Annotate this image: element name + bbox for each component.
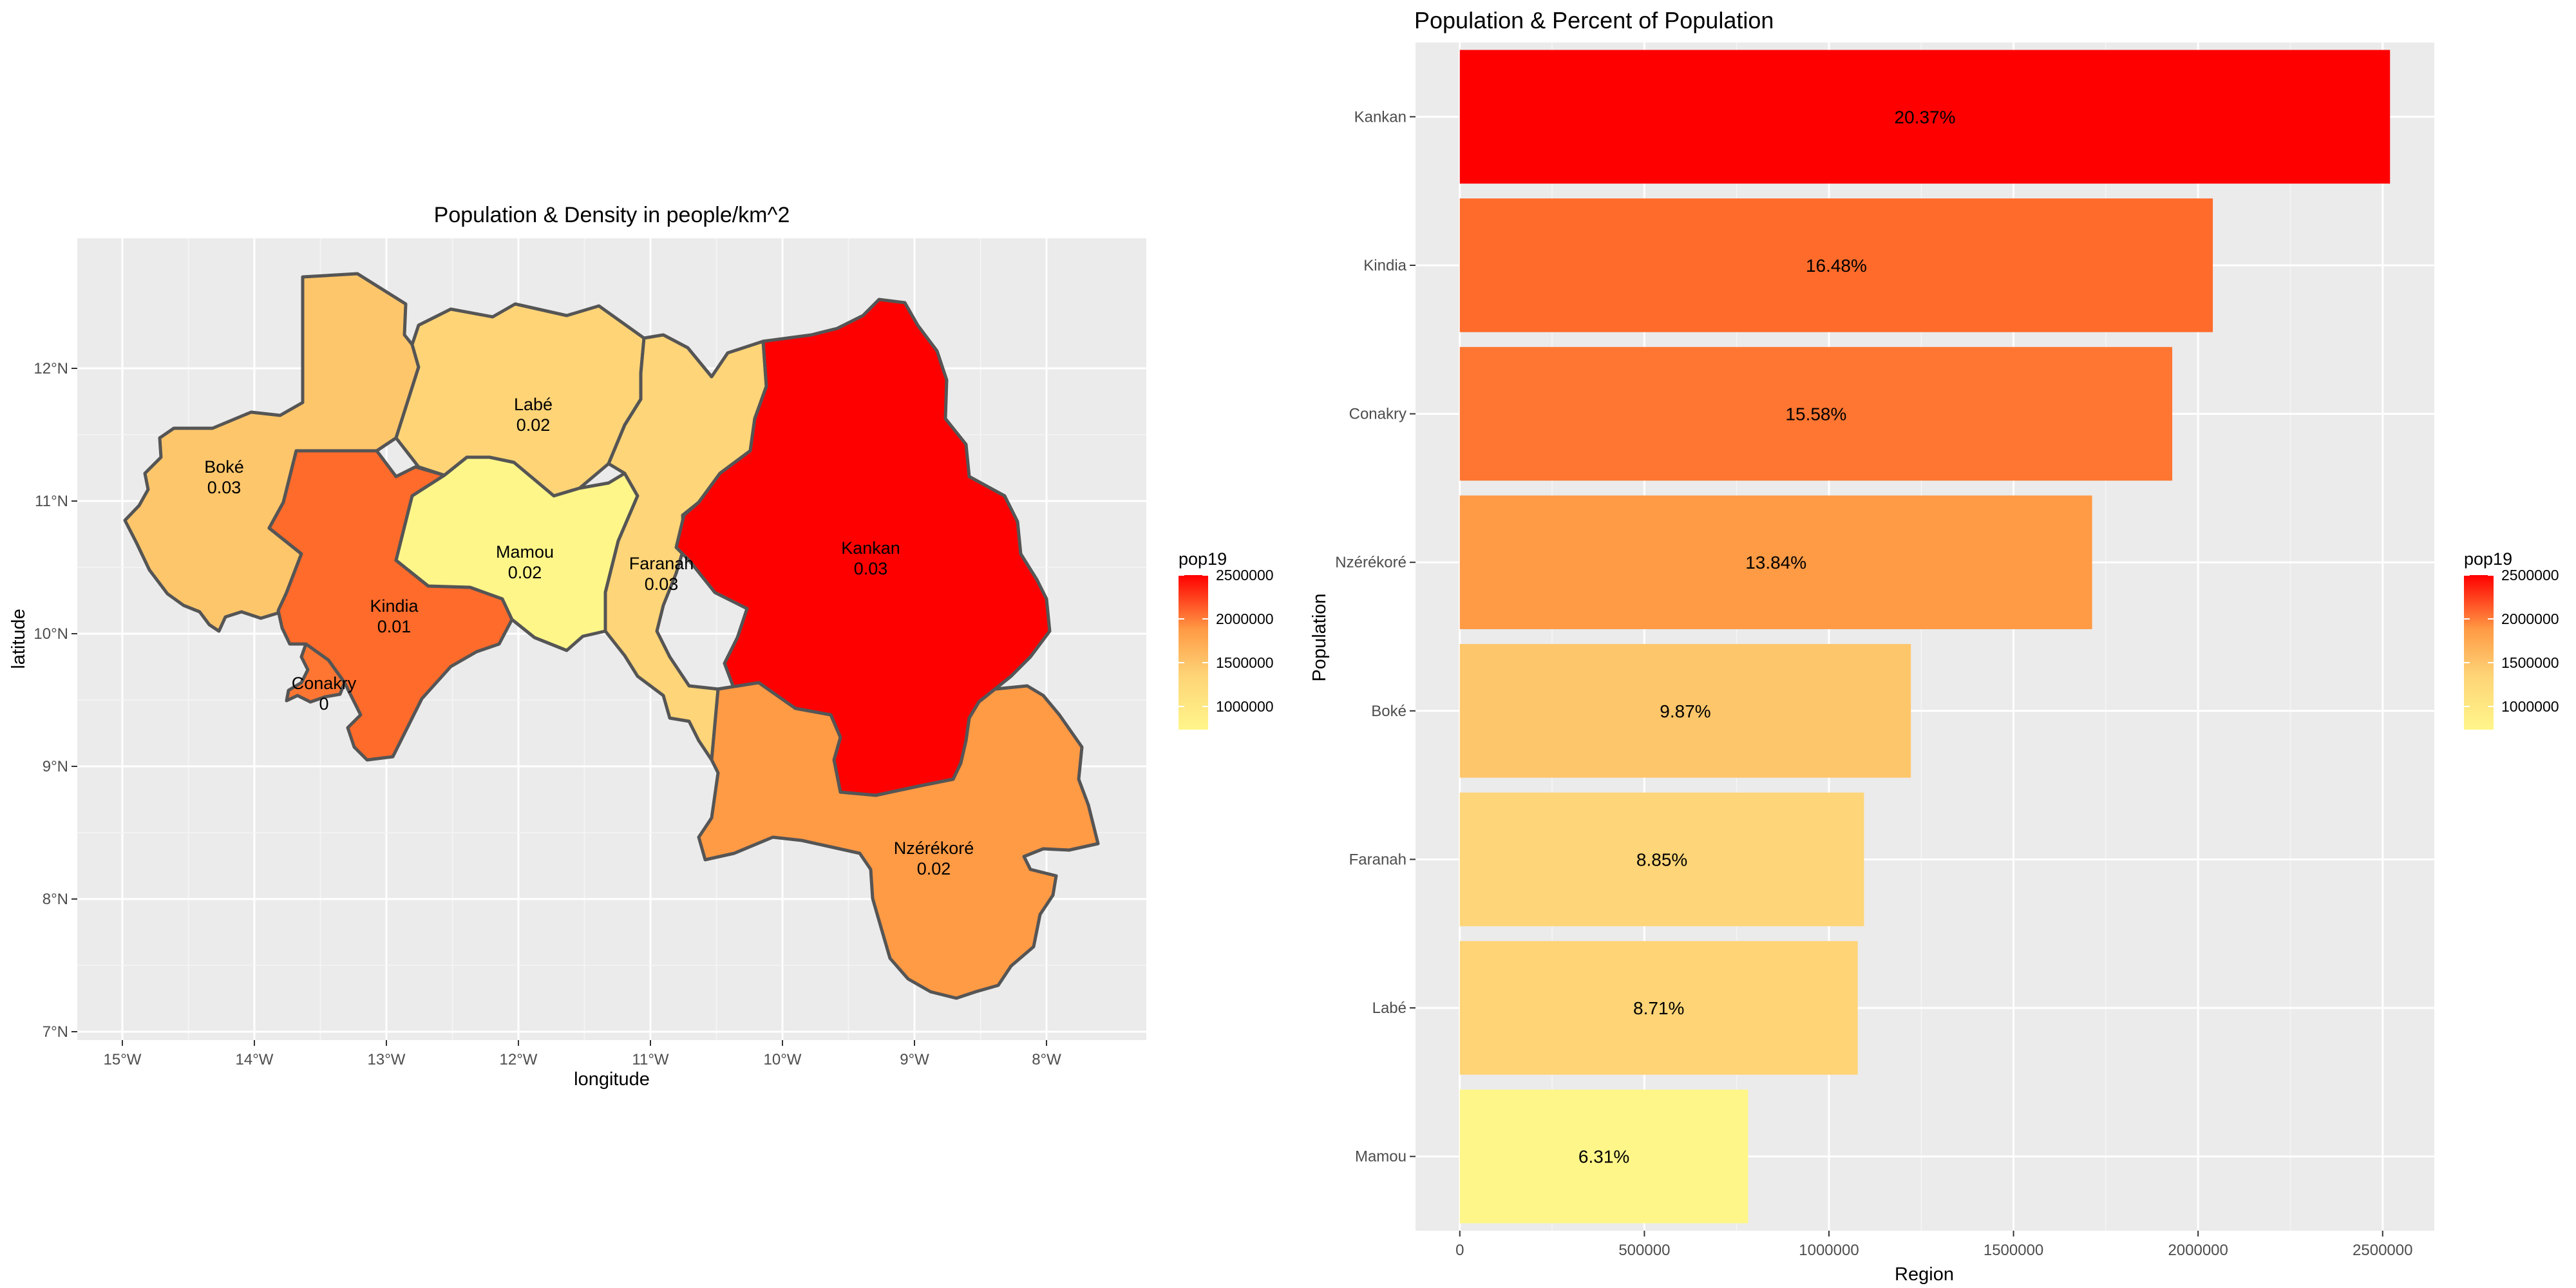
region-label-mamou: Mamou 0.02 [496, 542, 554, 582]
bar-series [1459, 50, 2391, 1224]
map-y-axis: 7°N 8°N 9°N 10°N 11°N 12°N [33, 360, 77, 1041]
bar-x-tick-label: 2500000 [2353, 1242, 2412, 1259]
map-x-tick-label: 10°W [764, 1051, 802, 1068]
bar-label-nzerekore: 13.84% [1745, 553, 1806, 573]
map-x-label: longitude [574, 1069, 650, 1090]
bar-y-label: Population [1309, 593, 1330, 681]
region-conakry [285, 642, 346, 704]
bar-category-label: Kindia [1363, 257, 1406, 274]
map-legend: pop19 2500000 2000000 1500000 1000000 [1179, 549, 1274, 730]
bar-category-axis: Kankan Kindia Conakry Nzérékoré Boké Faranah L… [1335, 108, 1416, 1166]
bar-category-label: Faranah [1349, 851, 1406, 868]
bar-chart-title: Population & Percent of Population [1414, 7, 1774, 33]
bar-boke [1459, 644, 1911, 778]
region-labe [394, 302, 646, 498]
bar-label-conakry: 15.58% [1785, 404, 1846, 424]
legend-tick-label: 1000000 [1216, 698, 1274, 715]
map-x-tick-label: 12°W [500, 1051, 538, 1068]
bar-x-tick-label: 2000000 [2168, 1242, 2228, 1259]
region-label-nzerekore: Nzérékoré 0.02 [894, 838, 974, 878]
bar-label-faranah: 8.85% [1636, 849, 1687, 869]
map-legend-colorbar [1179, 575, 1208, 730]
map-legend-title: pop19 [1179, 549, 1227, 569]
bar-kankan [1459, 50, 2391, 184]
map-y-tick-label: 12°N [33, 360, 68, 377]
bar-label-boke: 9.87% [1660, 701, 1710, 721]
bar-x-tick-label: 0 [1455, 1242, 1464, 1259]
map-x-tick-label: 14°W [236, 1051, 274, 1068]
bar-data-labels: 20.37% 16.48% 15.58% 13.84% 9.87% 8.85% 8.71% 6… [1578, 107, 1956, 1166]
map-regions [123, 272, 1100, 1000]
map-y-tick-label: 10°N [33, 625, 68, 643]
bar-x-label: Region [1895, 1264, 1954, 1285]
bar-category-label: Kankan [1354, 108, 1406, 126]
bar-category-label: Mamou [1355, 1148, 1406, 1166]
bar-kindia [1459, 198, 2213, 332]
bar-legend-title: pop19 [2464, 549, 2512, 569]
map-x-tick-label: 8°W [1032, 1051, 1061, 1068]
bar-value-axis: 0 500000 1000000 1500000 2000000 2500000 [1455, 1231, 2412, 1259]
legend-tick-label: 1000000 [2501, 698, 2559, 715]
map-x-tick-label: 9°W [900, 1051, 929, 1068]
map-region-labels: Boké 0.03 Labé 0.02 Kindia 0.01 Conakry 0 Ma… [204, 395, 974, 878]
map-y-tick-label: 7°N [43, 1023, 68, 1041]
map-panel: Population & Density in people/km^2 Boké… [8, 203, 1274, 1090]
bar-category-label: Conakry [1349, 406, 1406, 423]
legend-tick-label: 2000000 [2501, 611, 2559, 627]
bar-conakry [1459, 346, 2173, 481]
bar-category-label: Boké [1371, 703, 1406, 720]
bar-label-kindia: 16.48% [1806, 256, 1867, 276]
bar-x-tick-label: 500000 [1618, 1242, 1670, 1259]
bar-labe [1459, 941, 1858, 1075]
bar-label-mamou: 6.31% [1578, 1147, 1629, 1167]
bar-legend-colorbar [2464, 575, 2494, 730]
region-nzerekore [697, 681, 1100, 1000]
legend-tick-label: 1500000 [2501, 654, 2559, 671]
map-title: Population & Density in people/km^2 [434, 203, 790, 227]
bar-label-labe: 8.71% [1633, 998, 1684, 1018]
region-label-conakry: Conakry 0 [292, 674, 357, 714]
map-x-tick-label: 13°W [368, 1051, 406, 1068]
bar-legend: pop19 2500000 2000000 1500000 1000000 [2464, 549, 2559, 730]
bar-nzerekore [1459, 495, 2092, 629]
bar-chart-panel: Population & Percent of Population 20.37… [1309, 7, 2559, 1285]
bar-faranah [1459, 792, 1864, 927]
region-label-kindia: Kindia 0.01 [370, 596, 419, 636]
region-label-labe: Labé 0.02 [514, 395, 553, 435]
map-x-tick-label: 11°W [632, 1051, 669, 1068]
legend-tick-label: 1500000 [1216, 654, 1274, 671]
map-x-axis: 15°W 14°W 13°W 12°W 11°W 10°W 9°W 8°W [104, 1040, 1061, 1068]
map-y-tick-label: 9°N [43, 758, 68, 775]
bar-category-label: Nzérékoré [1335, 554, 1406, 571]
bar-category-label: Labé [1372, 999, 1406, 1017]
map-y-tick-label: 8°N [43, 891, 68, 908]
region-label-boke: Boké 0.03 [204, 457, 244, 497]
bar-x-tick-label: 1000000 [1799, 1242, 1859, 1259]
region-label-kankan: Kankan 0.03 [841, 538, 900, 578]
bar-label-kankan: 20.37% [1895, 107, 1956, 127]
legend-tick-label: 2000000 [1216, 611, 1274, 627]
legend-tick-label: 2500000 [1216, 567, 1274, 583]
legend-tick-label: 2500000 [2501, 567, 2559, 583]
bar-x-tick-label: 1500000 [1984, 1242, 2043, 1259]
bar-mamou [1459, 1089, 1748, 1224]
map-x-tick-label: 15°W [104, 1051, 142, 1068]
region-label-faranah: Faranah 0.03 [629, 554, 694, 594]
map-y-label: latitude [8, 609, 29, 669]
map-y-tick-label: 11°N [35, 493, 68, 510]
